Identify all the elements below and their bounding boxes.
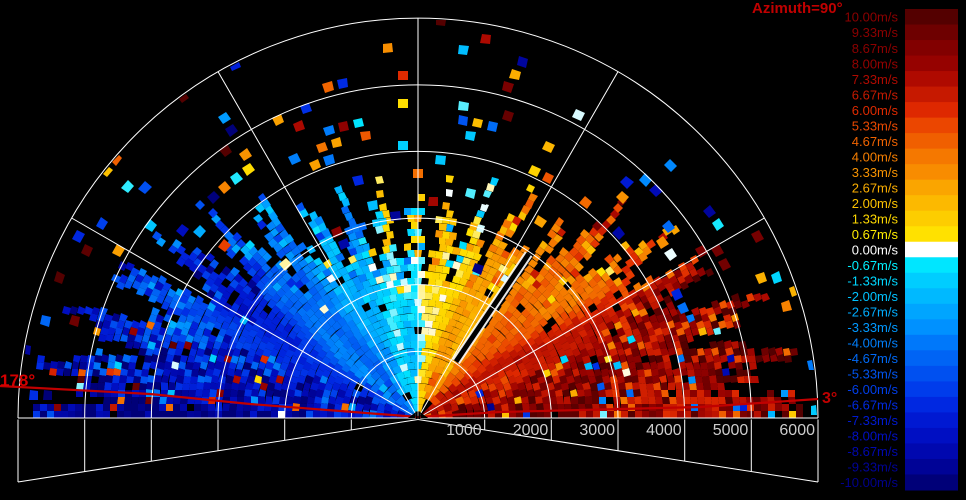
svg-text:4.00m/s: 4.00m/s (852, 149, 899, 164)
svg-text:-2.67m/s: -2.67m/s (847, 305, 898, 320)
svg-text:-6.00m/s: -6.00m/s (847, 382, 898, 397)
svg-text:-4.00m/s: -4.00m/s (847, 336, 898, 351)
svg-text:178°: 178° (0, 371, 35, 390)
svg-text:-10.00m/s: -10.00m/s (840, 475, 898, 490)
svg-text:8.67m/s: 8.67m/s (852, 41, 899, 56)
svg-text:-8.00m/s: -8.00m/s (847, 429, 898, 444)
svg-text:1000: 1000 (446, 422, 482, 439)
svg-text:3°: 3° (822, 390, 837, 407)
svg-text:6.00m/s: 6.00m/s (852, 103, 899, 118)
svg-text:5.33m/s: 5.33m/s (852, 118, 899, 133)
svg-text:8.00m/s: 8.00m/s (852, 56, 899, 71)
svg-text:-2.00m/s: -2.00m/s (847, 289, 898, 304)
svg-text:-6.67m/s: -6.67m/s (847, 398, 898, 413)
svg-text:-7.33m/s: -7.33m/s (847, 413, 898, 428)
svg-text:5000: 5000 (713, 422, 749, 439)
svg-text:2000: 2000 (513, 422, 549, 439)
svg-text:3.33m/s: 3.33m/s (852, 165, 899, 180)
svg-text:0.67m/s: 0.67m/s (852, 227, 899, 242)
svg-text:6.67m/s: 6.67m/s (852, 87, 899, 102)
svg-text:4.67m/s: 4.67m/s (852, 134, 899, 149)
svg-text:7.33m/s: 7.33m/s (852, 72, 899, 87)
svg-text:Azimuth=90°: Azimuth=90° (752, 0, 843, 17)
svg-text:-1.33m/s: -1.33m/s (847, 274, 898, 289)
svg-text:-8.67m/s: -8.67m/s (847, 444, 898, 459)
svg-text:3000: 3000 (579, 422, 615, 439)
svg-text:1.33m/s: 1.33m/s (852, 211, 899, 226)
svg-text:-5.33m/s: -5.33m/s (847, 367, 898, 382)
svg-text:4000: 4000 (646, 422, 682, 439)
svg-text:2.00m/s: 2.00m/s (852, 196, 899, 211)
svg-text:9.33m/s: 9.33m/s (852, 25, 899, 40)
svg-text:-9.33m/s: -9.33m/s (847, 460, 898, 475)
svg-text:2.67m/s: 2.67m/s (852, 180, 899, 195)
svg-text:-3.33m/s: -3.33m/s (847, 320, 898, 335)
svg-text:0.00m/s: 0.00m/s (852, 243, 899, 258)
svg-text:-0.67m/s: -0.67m/s (847, 258, 898, 273)
svg-text:-4.67m/s: -4.67m/s (847, 351, 898, 366)
svg-text:10.00m/s: 10.00m/s (845, 10, 899, 25)
svg-text:6000: 6000 (779, 422, 815, 439)
